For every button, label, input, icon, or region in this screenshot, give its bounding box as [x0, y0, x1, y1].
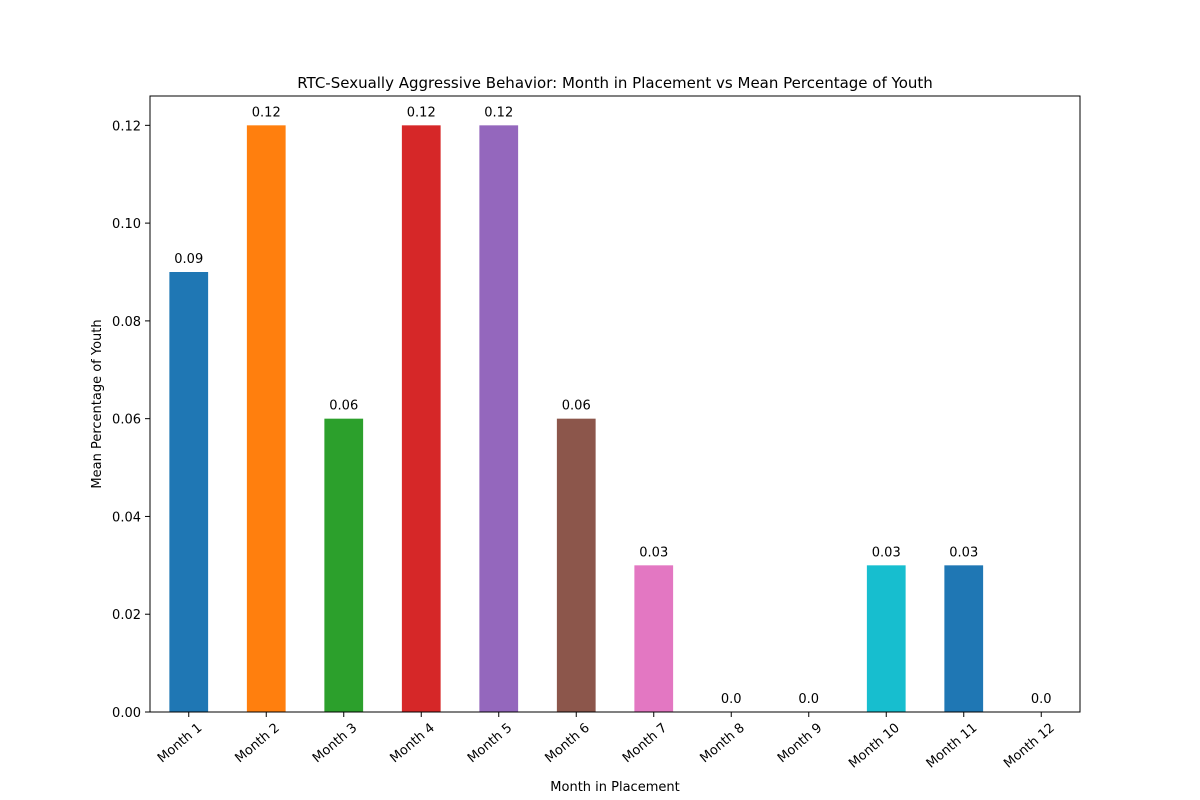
x-tick-label: Month 12	[1001, 721, 1058, 772]
x-tick-label: Month 2	[232, 721, 282, 767]
y-tick-label: 0.10	[112, 217, 141, 232]
bar-3	[324, 418, 364, 712]
x-tick-label: Month 11	[924, 721, 981, 772]
bar-value-label: 0.09	[174, 252, 203, 267]
x-tick-label: Month 7	[620, 721, 670, 767]
x-tick-label: Month 5	[465, 721, 515, 767]
x-axis: Month 1 Month 2 Month 3 Month 4 Month 5 Month…	[155, 712, 1058, 772]
x-tick-label: Month 9	[775, 721, 825, 767]
bar-1	[169, 272, 209, 712]
bar-7	[634, 565, 674, 712]
bar-6	[556, 418, 596, 712]
bars-group	[169, 125, 984, 713]
x-tick-label: Month 4	[387, 721, 437, 767]
bar-5	[479, 125, 519, 713]
bar-value-label: 0.12	[484, 105, 513, 120]
bar-value-label: 0.0	[1031, 692, 1052, 707]
bar-2	[246, 125, 286, 713]
bar-value-label: 0.03	[949, 545, 978, 560]
chart-title: RTC-Sexually Aggressive Behavior: Month …	[297, 74, 933, 92]
x-tick-label: Month 6	[542, 721, 592, 767]
x-axis-label: Month in Placement	[550, 780, 679, 795]
bar-value-label: 0.0	[721, 692, 742, 707]
x-tick-label: Month 8	[697, 721, 747, 767]
bar-value-label: 0.03	[639, 545, 668, 560]
y-tick-label: 0.00	[112, 706, 141, 721]
y-tick-label: 0.08	[112, 315, 141, 330]
bar-11	[944, 565, 984, 712]
y-axis: 0.00 0.02 0.04 0.06 0.08 0.10 0.12	[112, 119, 150, 721]
bar-value-label: 0.06	[329, 399, 358, 414]
bar-value-label: 0.0	[798, 692, 819, 707]
x-tick-label: Month 1	[155, 721, 205, 767]
x-tick-label: Month 3	[310, 721, 360, 767]
y-tick-label: 0.04	[112, 510, 141, 525]
bar-labels-group: 0.09 0.12 0.06 0.12 0.12 0.06 0.03 0.0 0.0 0.03 0.…	[174, 105, 1051, 707]
x-tick-label: Month 10	[846, 721, 903, 772]
plot-frame	[149, 95, 1081, 713]
bar-10	[866, 565, 906, 712]
y-tick-label: 0.12	[112, 119, 141, 134]
bar-value-label: 0.06	[562, 399, 591, 414]
bar-4	[401, 125, 441, 713]
y-tick-label: 0.06	[112, 413, 141, 428]
bar-value-label: 0.12	[407, 105, 436, 120]
bar-value-label: 0.03	[872, 545, 901, 560]
y-tick-label: 0.02	[112, 608, 141, 623]
y-axis-label: Mean Percentage of Youth	[90, 319, 105, 488]
bar-value-label: 0.12	[252, 105, 281, 120]
